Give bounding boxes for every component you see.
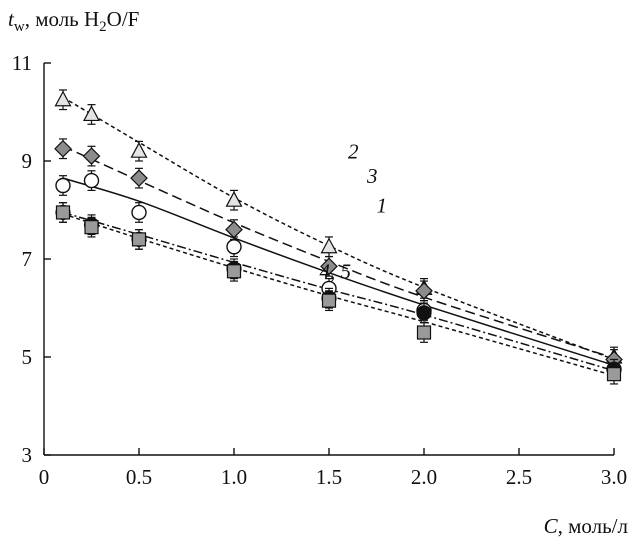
marker-square <box>84 220 99 235</box>
marker-diamond <box>82 147 101 165</box>
fit-line-series-1 <box>62 177 615 367</box>
series-label: 3 <box>366 164 378 188</box>
marker-triangle <box>320 237 338 254</box>
marker-square <box>606 367 622 382</box>
x-axis-label: C, моль/л <box>544 514 628 538</box>
marker-square <box>55 205 71 220</box>
marker-square <box>321 293 337 308</box>
series-label: 1 <box>377 193 388 217</box>
marker-circle-open <box>226 239 242 255</box>
x-tick-label: 0.5 <box>126 465 152 489</box>
fit-line-series-4 <box>62 211 615 372</box>
y-axis-label: tw, моль H2O/F <box>8 7 139 35</box>
y-tick-label: 3 <box>22 443 33 467</box>
x-tick-label: 1.0 <box>221 465 247 489</box>
marker-diamond <box>415 282 433 300</box>
marker-diamond <box>54 139 72 158</box>
marker-triangle <box>54 90 72 107</box>
marker-circle-filled <box>416 305 432 321</box>
y-tick-label: 7 <box>22 247 33 271</box>
marker-triangle <box>82 105 101 122</box>
series-label: 4, 5 <box>320 260 352 284</box>
x-tick-label: 3.0 <box>601 465 627 489</box>
x-tick-label: 0 <box>39 465 50 489</box>
data-points <box>54 89 623 385</box>
x-tick-label: 1.5 <box>316 465 342 489</box>
marker-diamond <box>320 257 338 276</box>
y-tick-label: 9 <box>22 149 33 173</box>
x-tick-label: 2.0 <box>411 465 437 489</box>
marker-circle-open <box>55 177 71 194</box>
marker-diamond <box>130 169 148 187</box>
fit-line-series-2 <box>62 96 615 361</box>
series-3-points <box>54 138 623 370</box>
series-5-points <box>55 202 622 385</box>
series-2-points <box>54 89 623 368</box>
marker-circle-open <box>131 204 147 221</box>
y-tick-label: 5 <box>22 345 33 369</box>
marker-square <box>416 325 432 340</box>
marker-triangle <box>225 190 243 207</box>
annotations: 23 1 4, 5 <box>320 140 388 284</box>
marker-diamond <box>225 220 243 239</box>
marker-triangle <box>130 141 148 158</box>
y-tick-label: 11 <box>12 51 32 75</box>
marker-circle-open <box>83 172 100 189</box>
marker-square <box>226 264 242 279</box>
tick-group: 0 0.5 1.0 1.5 2.0 2.5 3.0 3 5 7 9 11 <box>12 51 627 489</box>
x-tick-label: 2.5 <box>506 465 532 489</box>
series-label: 2 <box>348 140 359 164</box>
marker-square <box>131 232 147 247</box>
